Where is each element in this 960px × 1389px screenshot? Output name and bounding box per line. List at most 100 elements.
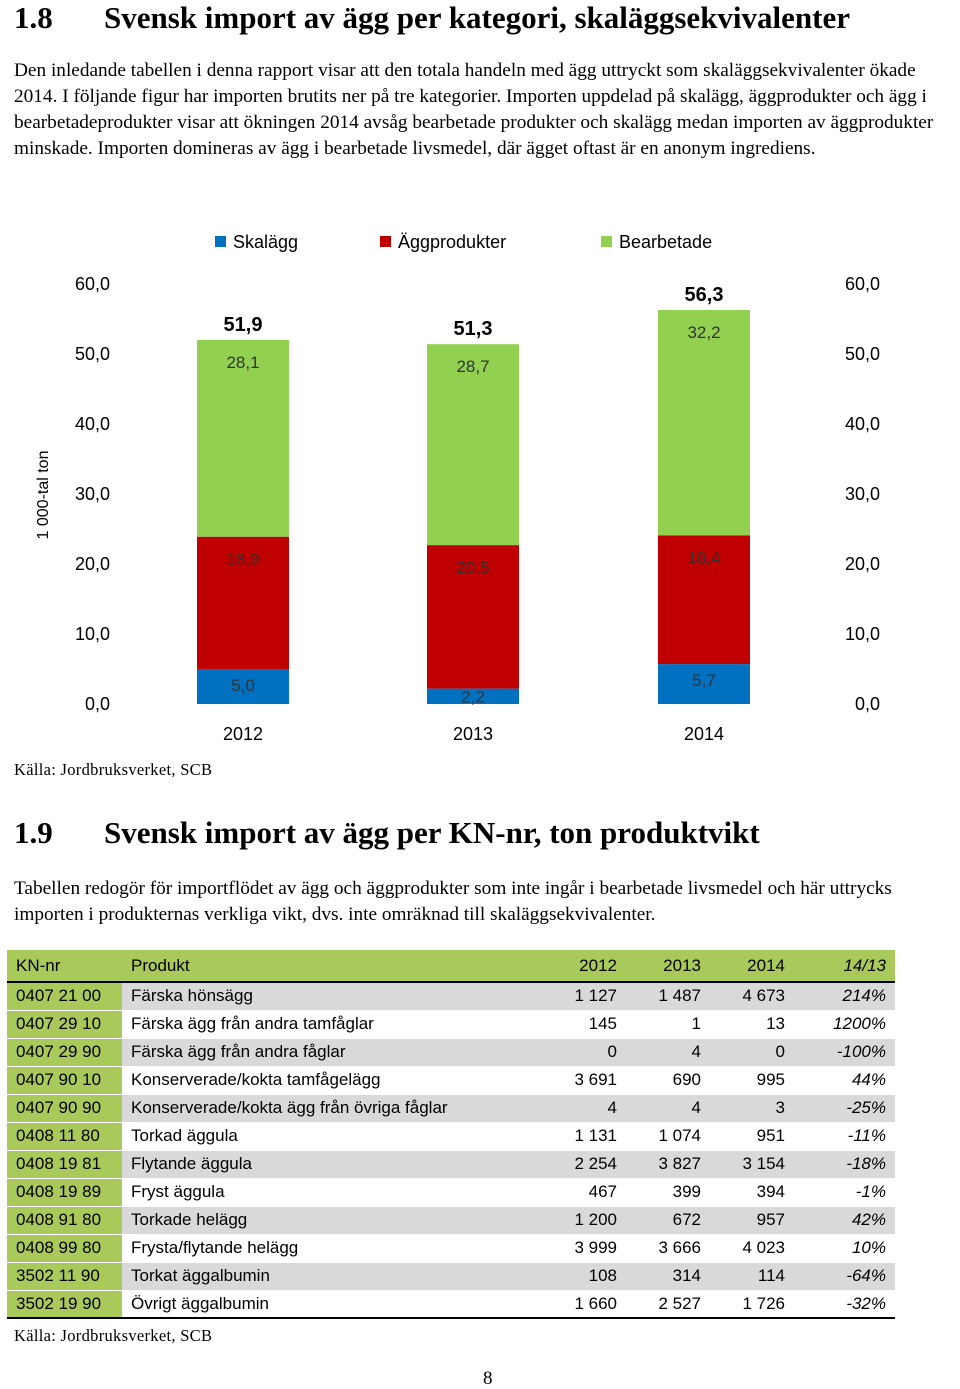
segment-value-label: 20,5 — [456, 558, 489, 577]
section-title: Svensk import av ägg per kategori, skalä… — [104, 0, 850, 35]
header-product: Produkt — [122, 950, 542, 983]
table-row: 0407 90 10 Konserverade/kokta tamfågelägg… — [7, 1066, 895, 1094]
value-2013: 399 — [626, 1178, 710, 1206]
table-row: 0408 11 80 Torkad äggula 1 131 1 074 951 -11% — [7, 1122, 895, 1150]
value-2014: 13 — [710, 1010, 794, 1038]
bar-segment — [427, 688, 519, 704]
bar-segment — [658, 535, 750, 665]
change-percent: 44% — [794, 1066, 895, 1094]
chart-legend: Skalägg Äggprodukter Bearbetade — [215, 232, 712, 252]
kn-code: 3502 11 90 — [7, 1262, 122, 1290]
y-axis-label: 1 000-tal ton — [35, 451, 52, 540]
total-value-label: 51,9 — [224, 314, 263, 336]
y-tick-right: 30,0 — [845, 484, 880, 504]
segment-value-label: 5,7 — [692, 671, 716, 690]
value-2014: 3 154 — [710, 1150, 794, 1178]
table-row: 3502 19 90 Övrigt äggalbumin 1 660 2 527 1 7… — [7, 1290, 895, 1318]
section-number: 1.9 — [14, 815, 53, 850]
value-2014: 114 — [710, 1262, 794, 1290]
stacked-bar-chart: Skalägg Äggprodukter Bearbetade 0,0 10,0 20,… — [35, 232, 880, 744]
change-percent: 214% — [794, 982, 895, 1010]
change-percent: -11% — [794, 1122, 895, 1150]
value-2014: 4 023 — [710, 1234, 794, 1262]
y-tick-right: 60,0 — [845, 274, 880, 294]
segment-value-label: 28,7 — [456, 357, 489, 376]
value-2012: 0 — [542, 1038, 626, 1066]
header-kn: KN-nr — [7, 950, 122, 983]
bar-segment — [197, 669, 289, 704]
section-heading-1-8: 1.8 Svensk import av ägg per kategori, sk… — [14, 0, 850, 36]
section-number: 1.8 — [14, 0, 53, 35]
product-name: Färska ägg från andra fåglar — [122, 1038, 542, 1066]
section-heading-1-9: 1.9 Svensk import av ägg per KN-nr, ton p… — [14, 815, 760, 851]
kn-code: 0408 11 80 — [7, 1122, 122, 1150]
kn-code: 0407 29 90 — [7, 1038, 122, 1066]
value-2014: 3 — [710, 1094, 794, 1122]
value-2012: 1 200 — [542, 1206, 626, 1234]
segment-value-label: 28,1 — [226, 353, 259, 372]
y-tick-right: 40,0 — [845, 414, 880, 434]
segment-value-label: 5,0 — [231, 676, 255, 695]
bar-segment — [197, 536, 289, 669]
value-2013: 314 — [626, 1262, 710, 1290]
legend-swatch — [380, 236, 391, 247]
kn-import-table: KN-nr Produkt 2012 2013 2014 14/13 0407 … — [7, 950, 895, 1319]
kn-code: 0407 29 10 — [7, 1010, 122, 1038]
value-2013: 690 — [626, 1066, 710, 1094]
x-tick-label: 2014 — [684, 724, 724, 744]
change-percent: -25% — [794, 1094, 895, 1122]
bar-segment — [427, 545, 519, 689]
value-2012: 1 127 — [542, 982, 626, 1010]
product-name: Flytande äggula — [122, 1150, 542, 1178]
value-2013: 4 — [626, 1094, 710, 1122]
y-tick-left: 20,0 — [75, 554, 110, 574]
kn-code: 0407 21 00 — [7, 982, 122, 1010]
kn-code: 0408 19 89 — [7, 1178, 122, 1206]
value-2013: 1 074 — [626, 1122, 710, 1150]
y-tick-right: 0,0 — [855, 694, 880, 714]
value-2014: 4 673 — [710, 982, 794, 1010]
segment-value-label: 18,4 — [687, 548, 720, 567]
intro-paragraph: Den inledande tabellen i denna rapport v… — [14, 60, 934, 159]
product-name: Torkad äggula — [122, 1122, 542, 1150]
bar-segment — [658, 309, 750, 536]
legend-swatch — [601, 236, 612, 247]
value-2012: 108 — [542, 1262, 626, 1290]
legend-label: Skalägg — [233, 232, 298, 252]
value-2013: 4 — [626, 1038, 710, 1066]
x-axis: 2012 2013 2014 — [223, 724, 724, 744]
kn-code: 0407 90 10 — [7, 1066, 122, 1094]
value-2012: 467 — [542, 1178, 626, 1206]
table-row: 0408 91 80 Torkade helägg 1 200 672 957 42% — [7, 1206, 895, 1234]
kn-code: 0408 91 80 — [7, 1206, 122, 1234]
table-intro-paragraph: Tabellen redogör för importflödet av ägg… — [14, 878, 892, 925]
value-2013: 1 487 — [626, 982, 710, 1010]
product-name: Konserverade/kokta ägg från övriga fågla… — [122, 1094, 542, 1122]
y-tick-left: 50,0 — [75, 344, 110, 364]
value-2012: 1 660 — [542, 1290, 626, 1318]
value-2014: 394 — [710, 1178, 794, 1206]
product-name: Färska ägg från andra tamfåglar — [122, 1010, 542, 1038]
kn-code: 3502 19 90 — [7, 1290, 122, 1318]
value-2013: 2 527 — [626, 1290, 710, 1318]
product-name: Färska hönsägg — [122, 982, 542, 1010]
change-percent: -18% — [794, 1150, 895, 1178]
header-2013: 2013 — [626, 950, 710, 983]
kn-code: 0408 99 80 — [7, 1234, 122, 1262]
value-2014: 0 — [710, 1038, 794, 1066]
legend-label: Bearbetade — [619, 232, 712, 252]
segment-value-label: 2,2 — [461, 688, 485, 707]
table-row: 0408 19 89 Fryst äggula 467 399 394 -1% — [7, 1178, 895, 1206]
product-name: Torkade helägg — [122, 1206, 542, 1234]
segment-value-label: 32,2 — [687, 323, 720, 342]
total-value-label: 56,3 — [685, 284, 724, 306]
value-2013: 672 — [626, 1206, 710, 1234]
value-2012: 2 254 — [542, 1150, 626, 1178]
product-name: Övrigt äggalbumin — [122, 1290, 542, 1318]
change-percent: -100% — [794, 1038, 895, 1066]
change-percent: 10% — [794, 1234, 895, 1262]
value-2012: 1 131 — [542, 1122, 626, 1150]
value-2012: 145 — [542, 1010, 626, 1038]
total-value-label: 51,3 — [454, 318, 493, 340]
bar-segment — [427, 344, 519, 546]
